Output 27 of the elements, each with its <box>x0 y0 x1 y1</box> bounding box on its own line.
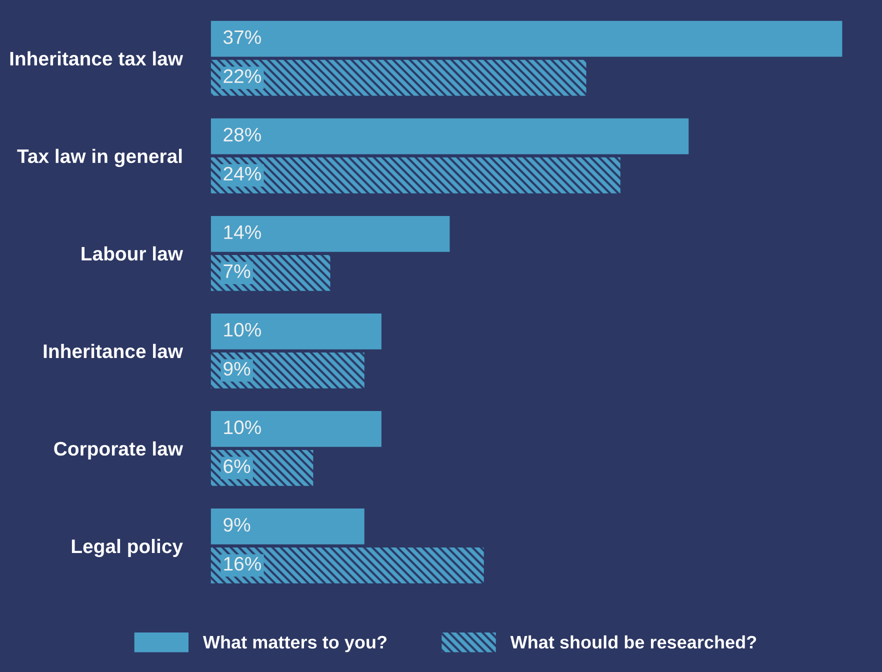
bar <box>210 60 586 96</box>
data-label: 14% <box>224 225 261 240</box>
y-tick-label: Corporate law <box>54 441 184 460</box>
data-label: 24% <box>224 166 261 181</box>
data-label: 22% <box>224 69 261 83</box>
y-tick-label: Inheritance law <box>44 344 184 358</box>
data-label: 37% <box>223 30 261 44</box>
bar <box>210 20 842 57</box>
data-label: 9% <box>224 518 250 532</box>
bar <box>210 548 484 584</box>
data-label: 9% <box>224 362 250 376</box>
y-tick-label: Labour law <box>82 246 184 261</box>
data-label: 10% <box>224 420 261 434</box>
data-label: 10% <box>224 322 261 337</box>
data-label: 28% <box>224 128 261 142</box>
bar <box>210 118 689 154</box>
y-tick-label: Inheritance tax law <box>10 51 184 66</box>
bar <box>210 216 450 252</box>
bar <box>210 157 620 194</box>
data-label: 6% <box>224 459 250 474</box>
legend-label: What should be researched? <box>510 635 756 649</box>
legend-label: What matters to you? <box>202 635 386 652</box>
y-tick-label: Legal policy <box>72 538 183 558</box>
data-label: 7% <box>224 264 250 278</box>
data-label: 16% <box>224 556 261 571</box>
y-tick-label: Tax law in general <box>17 148 182 168</box>
bar <box>210 508 364 544</box>
